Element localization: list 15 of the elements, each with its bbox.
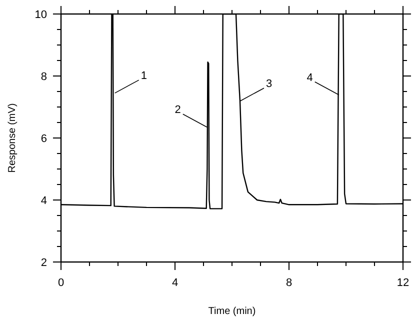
y-axis-title: Response (mV) <box>7 103 18 173</box>
x-tick-label: 0 <box>58 277 64 289</box>
x-tick-label: 8 <box>286 277 292 289</box>
x-tick-label: 12 <box>396 277 410 289</box>
annotation: 3 <box>266 78 272 90</box>
annotation: 4 <box>306 72 313 84</box>
y-tick-label: 6 <box>40 133 47 145</box>
annotation: 2 <box>174 104 181 116</box>
x-axis-title: Time (min) <box>208 306 256 317</box>
y-tick-label: 2 <box>40 257 47 269</box>
y-tick-label: 10 <box>34 9 47 21</box>
y-tick-label: 8 <box>40 71 47 83</box>
y-tick-label: 4 <box>40 195 47 207</box>
annotation: 1 <box>140 70 147 82</box>
x-tick-label: 4 <box>172 277 178 289</box>
